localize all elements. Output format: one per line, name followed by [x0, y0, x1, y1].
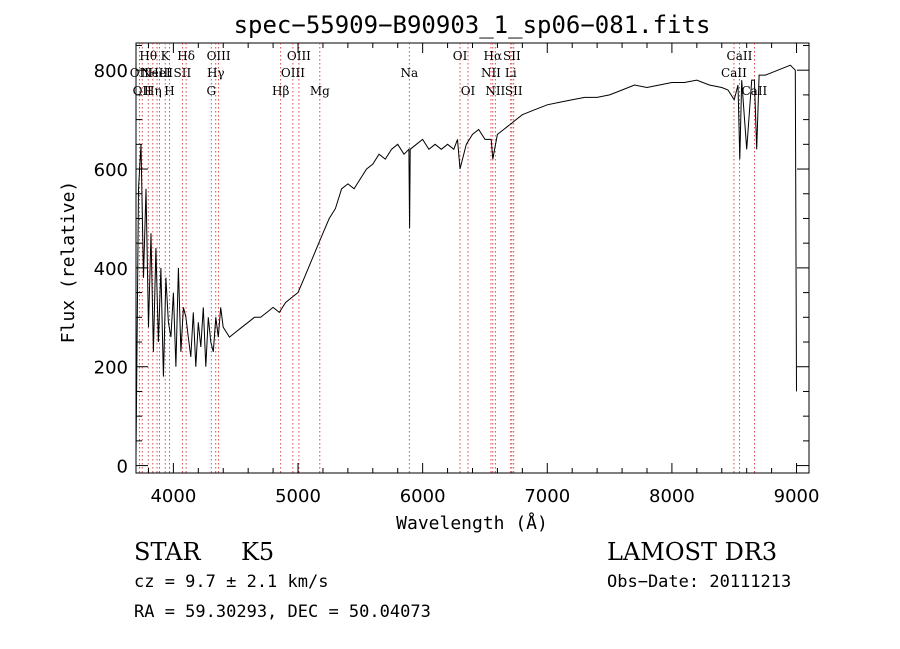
line-marker-label-23: Li — [505, 66, 517, 80]
line-marker-labels: OIIOIIHθHηNeIIIHeIKHSIIHδGHγOIIIHβOIIIOI… — [130, 49, 768, 98]
x-tick-label-4: 8000 — [649, 486, 695, 507]
line-marker-label-4: NeIII — [141, 66, 173, 80]
line-marker-label-27: CaII — [727, 49, 753, 63]
x-tick-label-1: 5000 — [275, 486, 321, 507]
coordinates-text: RA = 59.30293, DEC = 50.04073 — [134, 602, 431, 622]
spectrum-series-line — [135, 64, 797, 456]
line-marker-label-12: OIII — [207, 49, 231, 63]
object-subclass: K5 — [241, 538, 275, 566]
object-class: STAR — [134, 538, 201, 566]
obs-date-text: Obs−Date: 20111213 — [607, 572, 792, 592]
line-marker-label-7: H — [164, 84, 174, 98]
line-marker-label-21: Hα — [484, 49, 503, 63]
line-marker-label-0: OII — [130, 66, 150, 80]
y-tick-label-3: 600 — [94, 160, 128, 181]
line-marker-label-16: Mg — [310, 84, 330, 98]
line-marker-label-22: NII — [485, 84, 505, 98]
x-tick-label-0: 4000 — [150, 486, 196, 507]
redshift-text: cz = 9.7 ± 2.1 km/s — [134, 572, 329, 592]
axis-ticks — [136, 43, 809, 473]
line-marker-label-25: SII — [505, 84, 523, 98]
line-marker-label-8: SII — [174, 66, 192, 80]
survey-name: LAMOST DR3 — [607, 538, 778, 566]
line-marker-label-13: Hβ — [272, 84, 289, 98]
line-marker-label-3: Hη — [144, 84, 162, 98]
line-marker-label-24: SII — [503, 49, 521, 63]
line-marker-label-2: Hθ — [139, 49, 157, 63]
axis-tick-labels: 4000 5000 6000 7000 8000 9000 0 200 400 600 800 — [94, 61, 820, 507]
line-marker-label-10: G — [206, 84, 216, 98]
line-marker-label-9: Hδ — [177, 49, 195, 63]
line-marker-label-17: Na — [400, 66, 418, 80]
line-markers — [138, 43, 755, 473]
line-marker-label-19: OI — [461, 84, 476, 98]
y-tick-label-0: 0 — [117, 457, 128, 478]
line-marker-label-6: K — [161, 49, 171, 63]
x-tick-label-5: 9000 — [774, 486, 820, 507]
plot-frame — [135, 42, 810, 474]
x-tick-label-3: 7000 — [524, 486, 570, 507]
line-marker-label-14: OIII — [281, 66, 305, 80]
line-marker-label-15: OIII — [287, 49, 311, 63]
y-tick-label-2: 400 — [94, 259, 128, 280]
line-marker-label-20: NII — [481, 66, 501, 80]
line-marker-label-5: HeI — [148, 66, 171, 80]
y-axis-label: Flux (relative) — [58, 181, 79, 344]
line-marker-label-26: CaII — [721, 66, 747, 80]
x-tick-label-2: 6000 — [400, 486, 446, 507]
chart-title: spec−55909−B90903_1_sp06−081.fits — [234, 11, 711, 39]
y-tick-label-4: 800 — [94, 61, 128, 82]
line-marker-label-18: OI — [453, 49, 468, 63]
y-tick-label-1: 200 — [94, 358, 128, 379]
line-marker-label-11: Hγ — [207, 66, 225, 80]
x-axis-label: Wavelength (Å) — [396, 512, 548, 534]
